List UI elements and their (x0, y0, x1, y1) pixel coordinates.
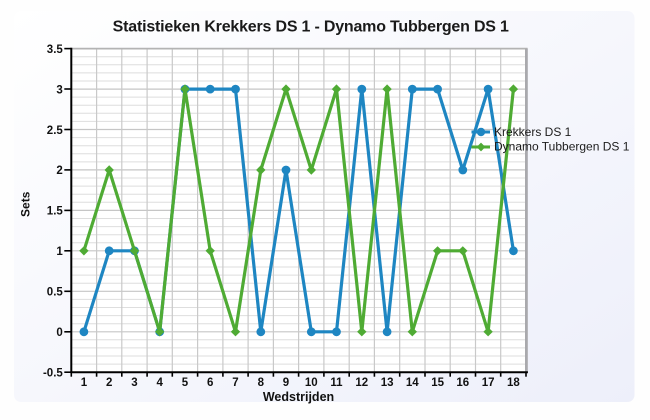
svg-text:Wedstrijden: Wedstrijden (263, 390, 334, 404)
svg-text:2: 2 (106, 377, 112, 389)
svg-text:15: 15 (431, 377, 444, 389)
svg-text:17: 17 (482, 377, 495, 389)
svg-text:Krekkers DS 1: Krekkers DS 1 (494, 125, 572, 139)
svg-text:10: 10 (305, 377, 318, 389)
svg-text:Dynamo Tubbergen DS 1: Dynamo Tubbergen DS 1 (494, 139, 630, 153)
svg-text:0.5: 0.5 (47, 287, 64, 299)
svg-text:Statistieken Krekkers DS 1 - D: Statistieken Krekkers DS 1 - Dynamo Tubb… (113, 18, 509, 35)
svg-text:8: 8 (258, 377, 265, 389)
svg-text:11: 11 (330, 377, 343, 389)
svg-text:2: 2 (56, 165, 62, 177)
svg-text:-0.5: -0.5 (43, 368, 63, 380)
svg-text:0: 0 (56, 327, 62, 339)
svg-text:12: 12 (355, 377, 368, 389)
svg-text:3: 3 (56, 84, 62, 96)
svg-text:18: 18 (507, 377, 520, 389)
svg-text:16: 16 (456, 377, 469, 389)
svg-text:1.5: 1.5 (47, 206, 64, 218)
svg-text:6: 6 (207, 377, 213, 389)
svg-text:3: 3 (131, 377, 137, 389)
svg-text:13: 13 (381, 377, 394, 389)
svg-text:1: 1 (56, 246, 63, 258)
svg-text:5: 5 (182, 377, 189, 389)
svg-text:9: 9 (283, 377, 289, 389)
svg-text:2.5: 2.5 (47, 125, 64, 137)
svg-text:14: 14 (406, 377, 419, 389)
svg-text:7: 7 (232, 377, 238, 389)
svg-text:1: 1 (81, 377, 88, 389)
svg-text:3.5: 3.5 (47, 44, 64, 56)
svg-text:4: 4 (156, 377, 163, 389)
svg-text:Sets: Sets (19, 191, 33, 217)
